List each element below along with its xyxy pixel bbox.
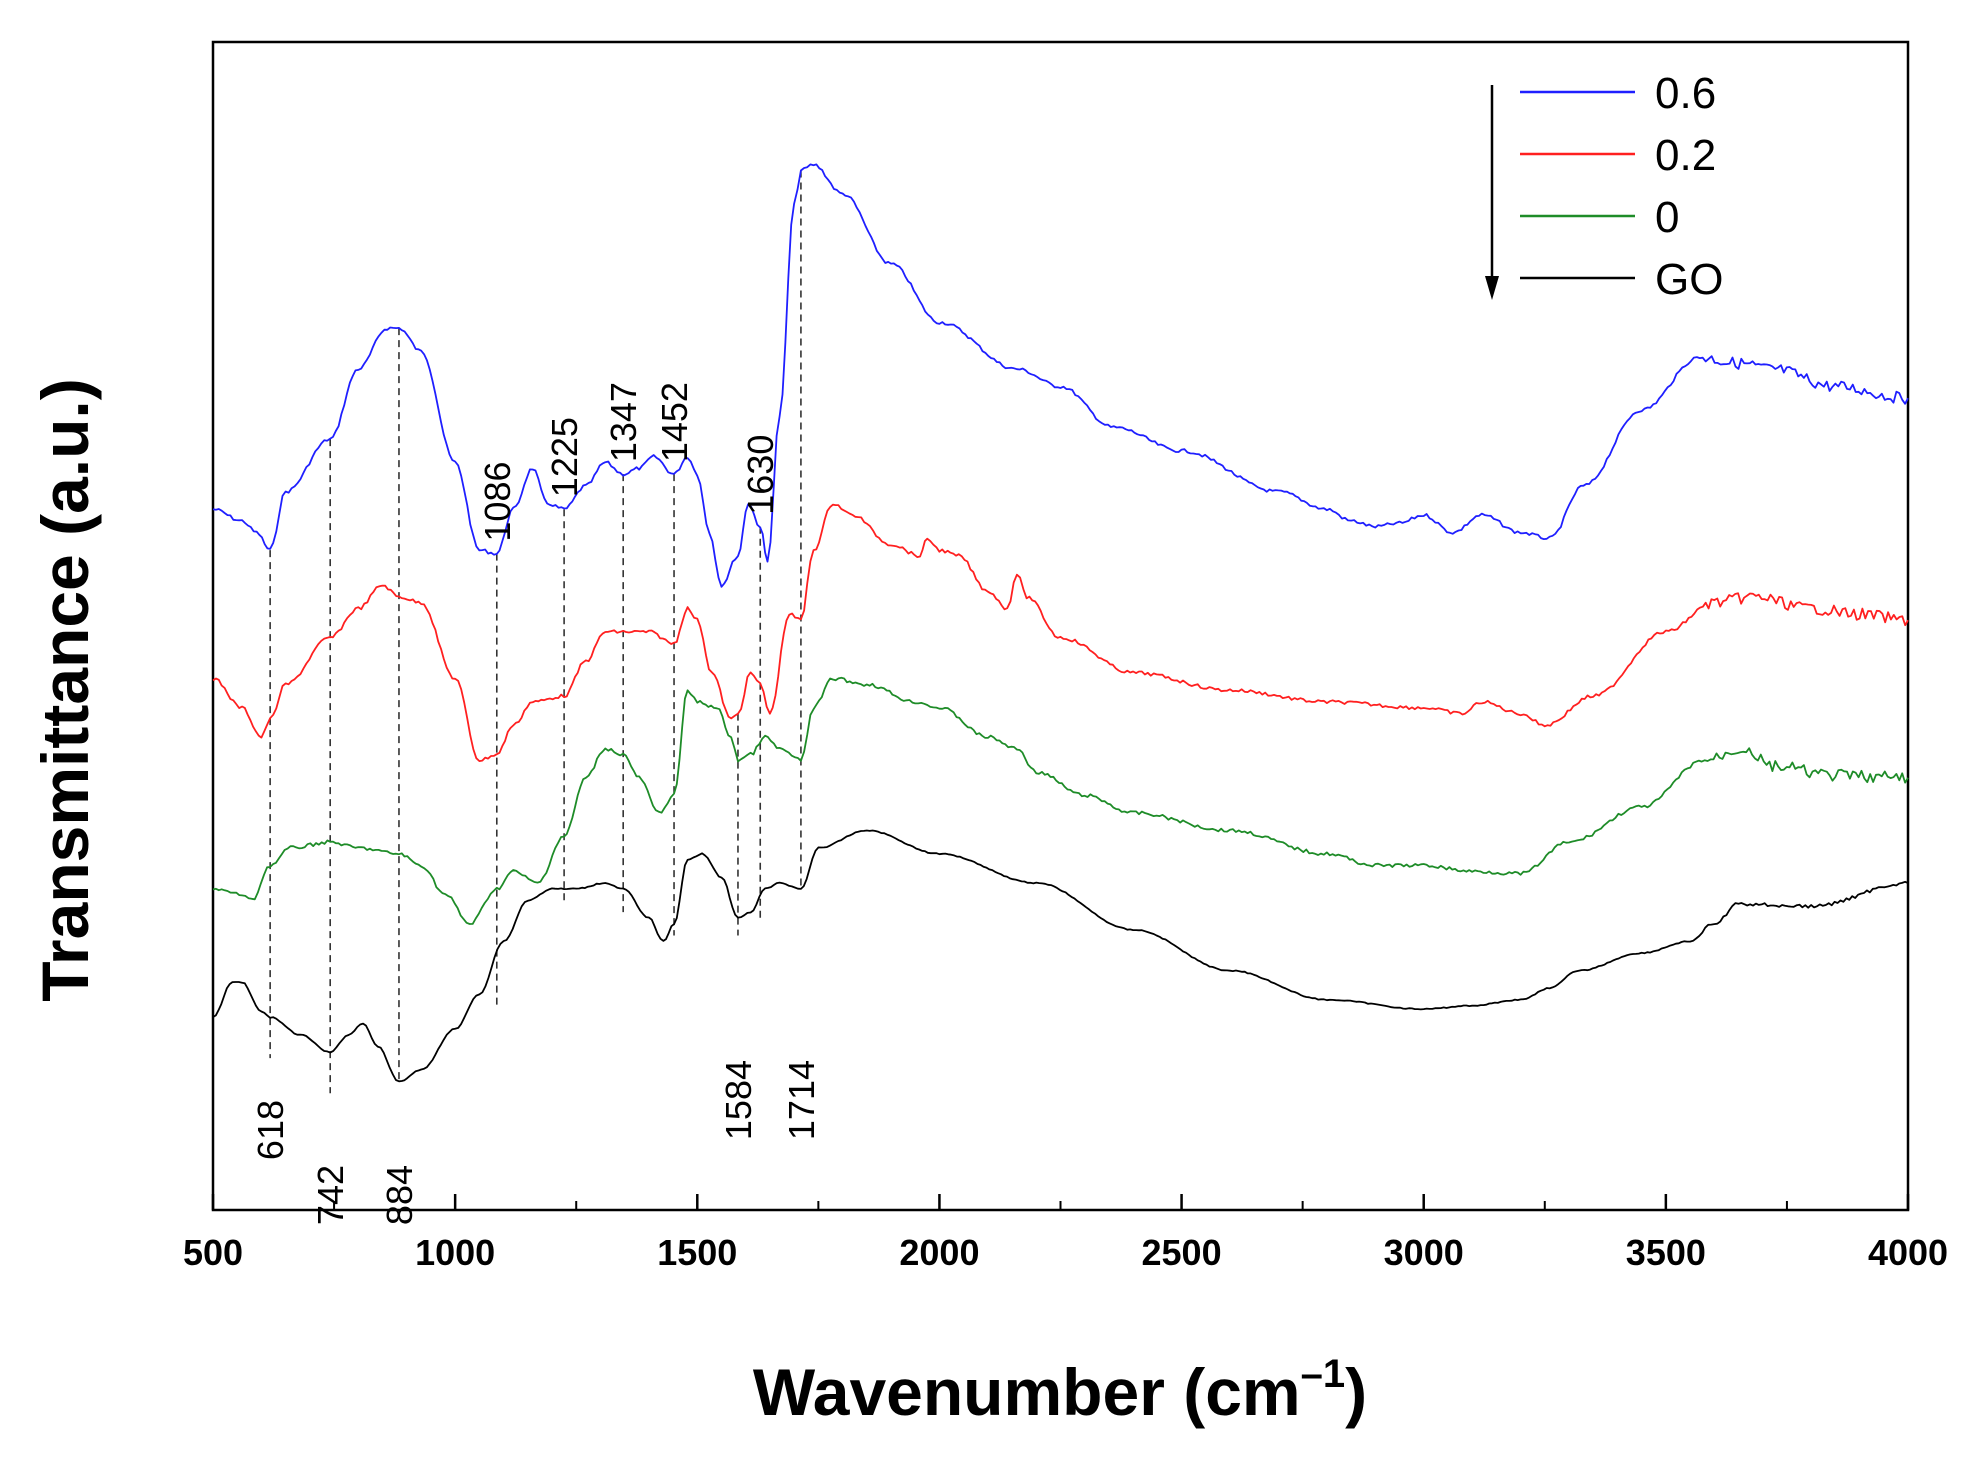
series-line-0-6	[212, 163, 1909, 588]
peak-label-1086: 1086	[477, 461, 518, 541]
peak-label-1630: 1630	[740, 435, 781, 515]
legend: 0.6 0.2 0 GO	[1485, 69, 1723, 304]
peak-label-742: 742	[310, 1165, 351, 1225]
series-line-0-2	[212, 503, 1909, 762]
x-tick-label: 4000	[1868, 1232, 1948, 1273]
x-tick-label: 500	[183, 1232, 243, 1273]
x-tick-label: 2500	[1142, 1232, 1222, 1273]
x-axis-title-superscript: –1	[1301, 1352, 1346, 1396]
x-axis-title-close: )	[1345, 1355, 1367, 1429]
series-line-0	[212, 676, 1909, 925]
x-axis-title-main: Wavenumber (cm	[753, 1355, 1301, 1429]
x-axis-title: Wavenumber (cm–1)	[753, 1352, 1367, 1429]
legend-label: 0	[1655, 193, 1679, 242]
y-axis-title: Transmittance (a.u.)	[28, 378, 102, 1002]
x-tick-label: 3500	[1626, 1232, 1706, 1273]
legend-label: 0.2	[1655, 131, 1716, 180]
peak-guides	[269, 170, 802, 1094]
peak-label-1584: 1584	[718, 1060, 759, 1140]
peak-label-1714: 1714	[781, 1060, 822, 1140]
peak-label-618: 618	[250, 1100, 291, 1160]
peak-label-884: 884	[379, 1165, 420, 1225]
peak-label-1225: 1225	[544, 417, 585, 497]
plot-frame	[211, 40, 1910, 1212]
legend-label: GO	[1655, 255, 1723, 304]
x-tick-label: 2000	[899, 1232, 979, 1273]
peak-label-1452: 1452	[654, 382, 695, 462]
series-line-go	[212, 829, 1909, 1083]
x-tick-label: 1500	[657, 1232, 737, 1273]
legend-order-arrow-head-icon	[1485, 276, 1499, 300]
x-tick-label: 3000	[1384, 1232, 1464, 1273]
x-tick-label: 1000	[415, 1232, 495, 1273]
peak-labels: 618 742 884 1086 1225 1347 1452 1584 1630 1714	[250, 382, 822, 1225]
peak-label-1347: 1347	[603, 382, 644, 462]
legend-label: 0.6	[1655, 69, 1716, 118]
x-ticks: 500 1000 1500 2000 2500 3000 3500 4000	[183, 1194, 1948, 1273]
series-layer	[212, 163, 1909, 1083]
